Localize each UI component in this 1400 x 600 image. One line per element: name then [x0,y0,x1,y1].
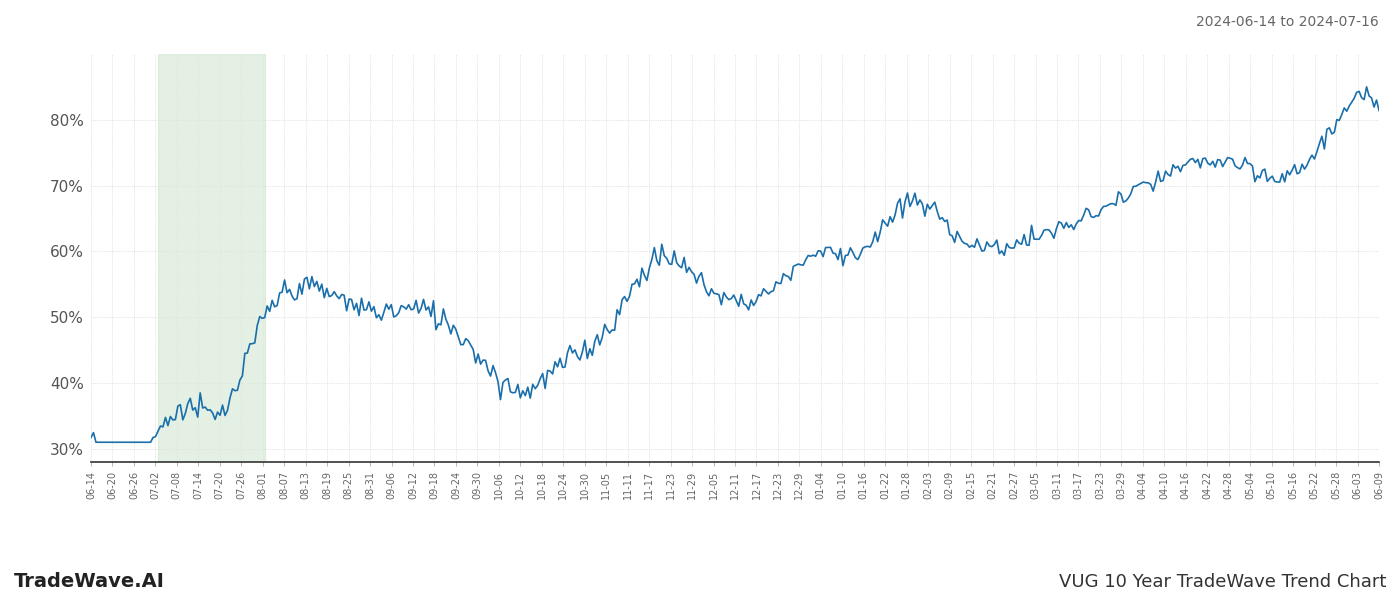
Text: 2024-06-14 to 2024-07-16: 2024-06-14 to 2024-07-16 [1196,15,1379,29]
Bar [158,54,265,462]
Text: TradeWave.AI: TradeWave.AI [14,572,165,591]
Text: VUG 10 Year TradeWave Trend Chart: VUG 10 Year TradeWave Trend Chart [1058,573,1386,591]
